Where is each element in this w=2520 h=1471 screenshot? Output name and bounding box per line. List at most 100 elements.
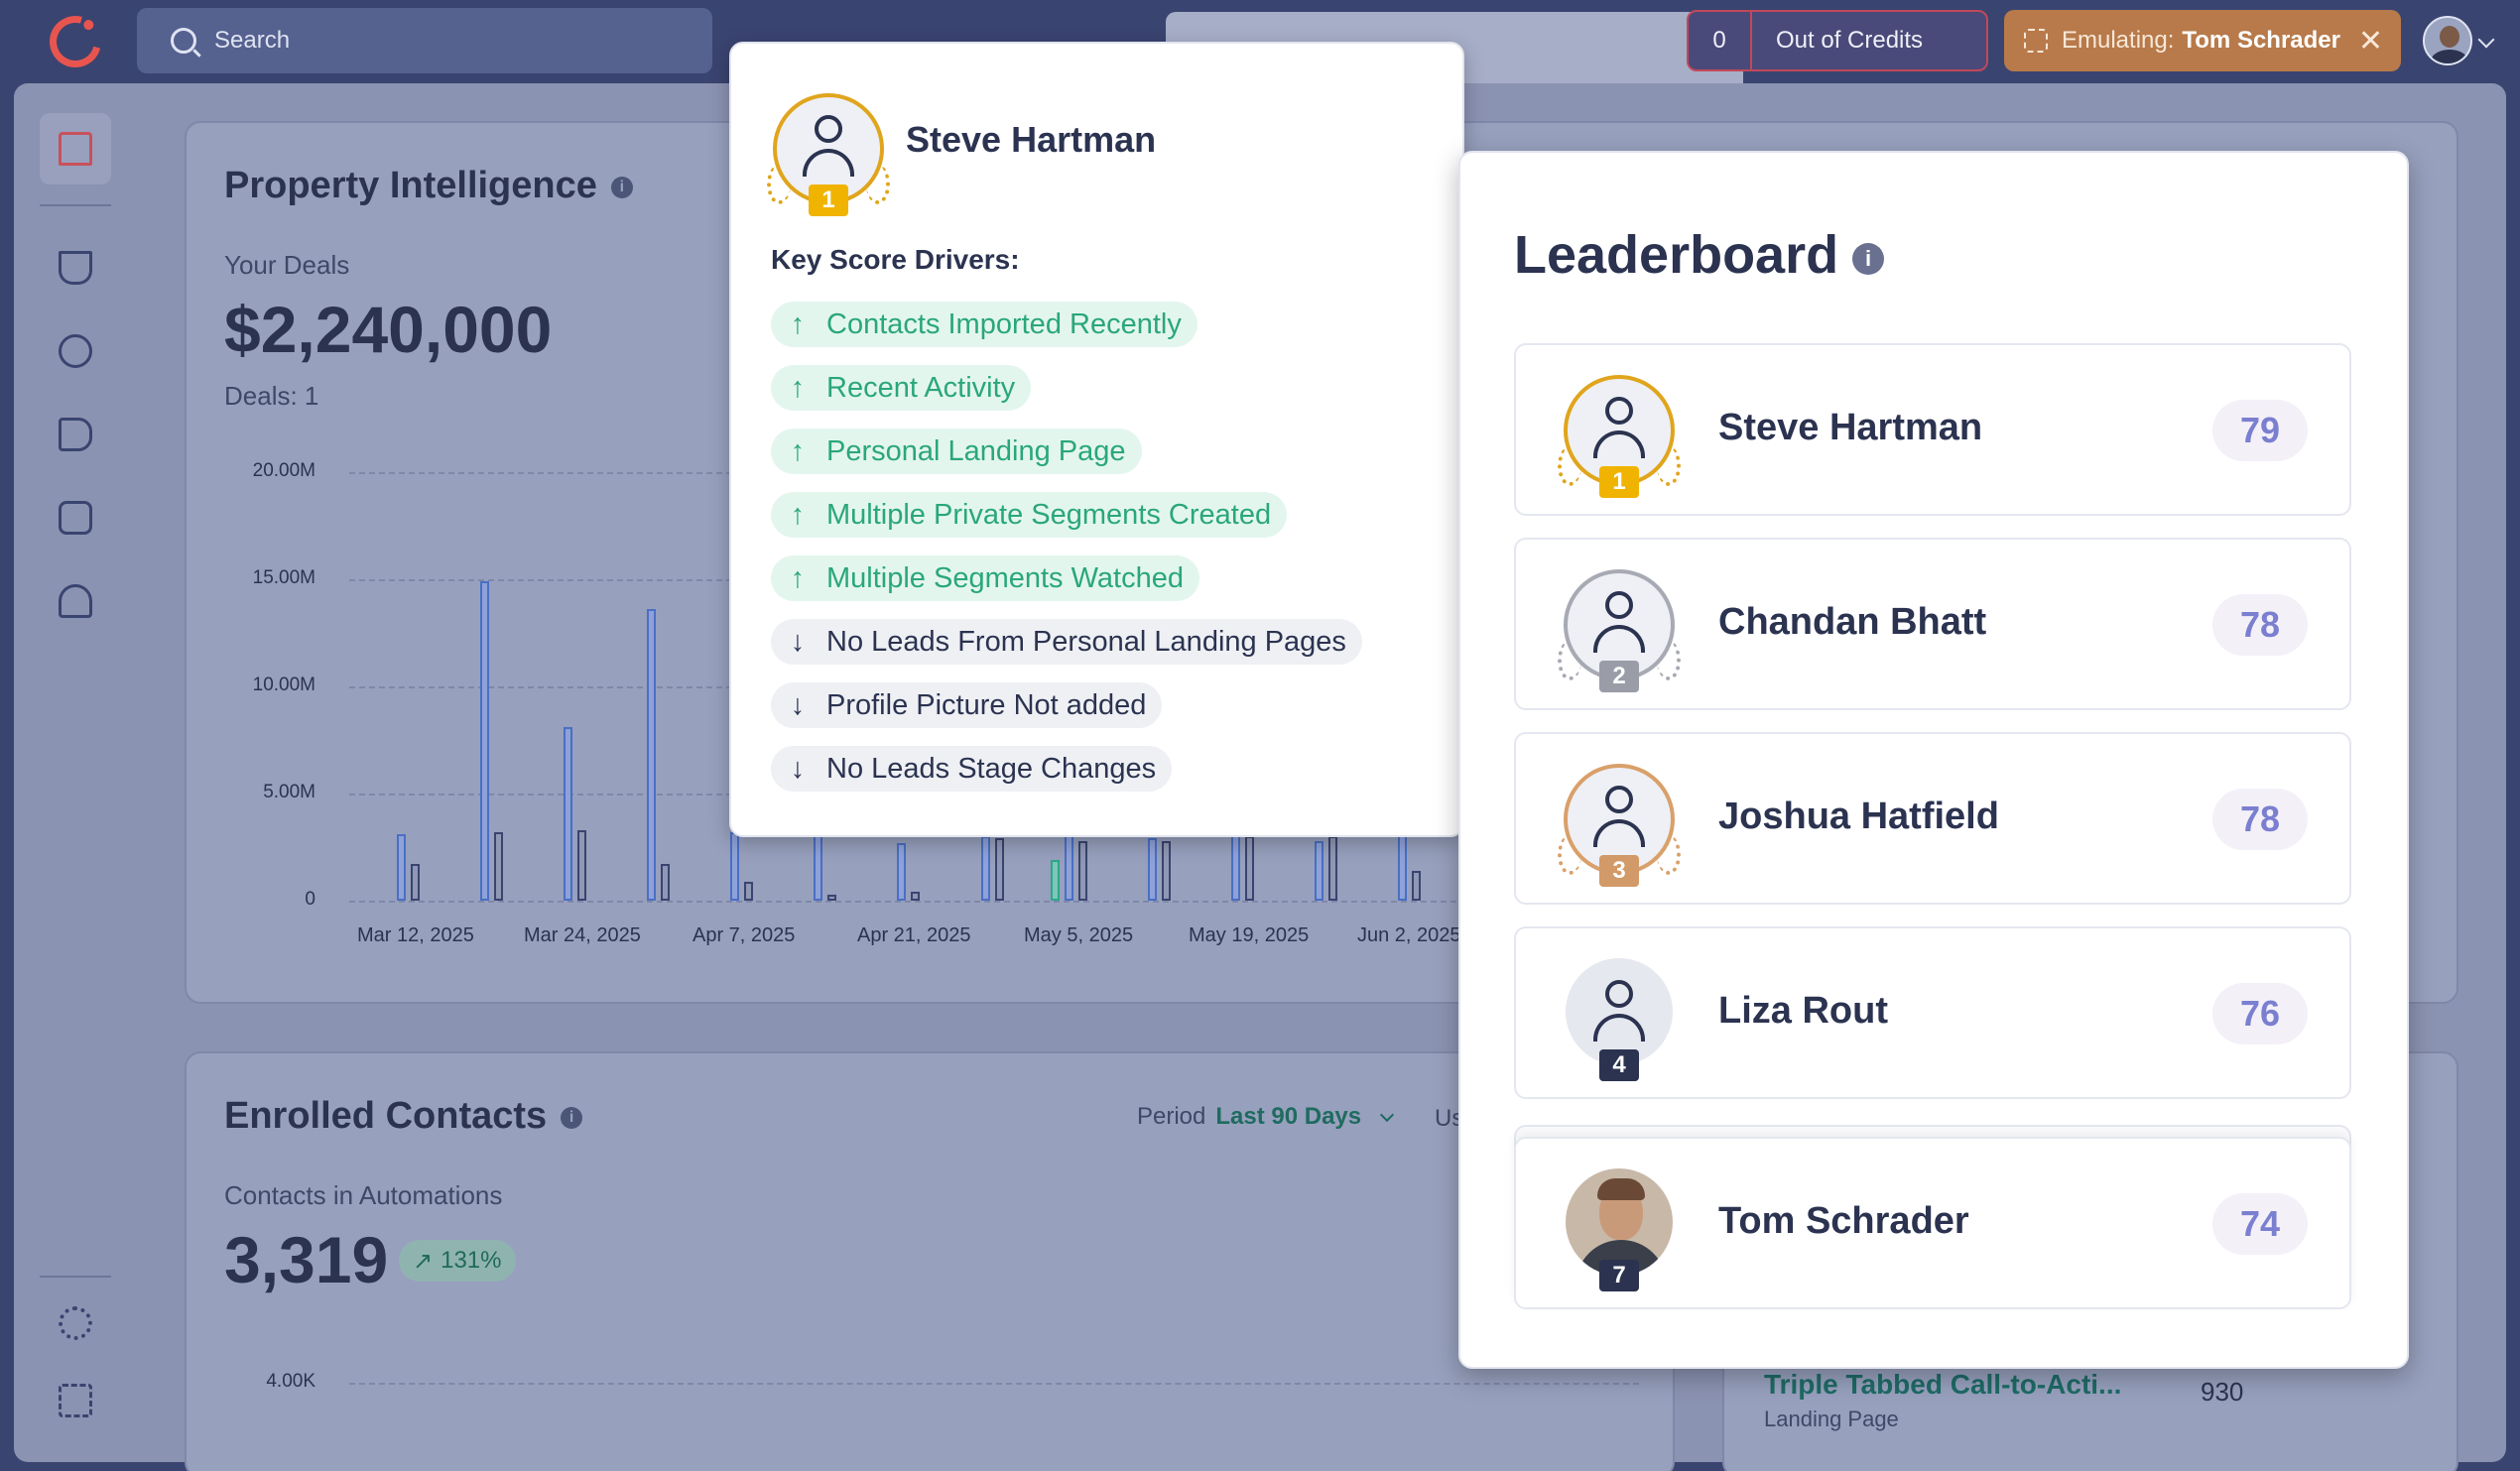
chart-bar[interactable]	[897, 842, 907, 901]
credits-button[interactable]: 0 Out of Credits	[1687, 10, 1988, 71]
info-icon[interactable]: i	[561, 1106, 583, 1129]
info-icon[interactable]: i	[1852, 242, 1885, 275]
y-tick: 4.00K	[266, 1371, 315, 1392]
nav-funnel[interactable]	[40, 232, 111, 304]
arrow-down-icon: ↓	[790, 625, 806, 658]
chart-bar[interactable]	[744, 881, 754, 901]
apps-icon	[59, 1384, 92, 1417]
gridline	[349, 1383, 1639, 1385]
chart-bar[interactable]	[1327, 836, 1337, 901]
user-photo-avatar: 7	[1558, 1165, 1681, 1291]
emulate-icon	[2024, 29, 2048, 53]
leaderboard-name: Liza Rout	[1718, 990, 1888, 1032]
search-input[interactable]: Search	[137, 8, 712, 73]
chevron-down-icon[interactable]	[2477, 31, 2495, 49]
y-tick: 10.00M	[252, 674, 315, 695]
chart-bar[interactable]	[577, 829, 587, 901]
chart-bar[interactable]	[411, 864, 420, 901]
chart-bar[interactable]	[911, 892, 921, 901]
deals-value: $2,240,000	[224, 293, 553, 366]
laurel-icon	[1657, 835, 1681, 875]
workflow-icon	[59, 584, 92, 618]
info-icon[interactable]: i	[610, 176, 633, 198]
growth-value: 131%	[441, 1247, 502, 1274]
driver-negative: ↓ Profile Picture Not added	[771, 682, 1163, 728]
chart-bar[interactable]	[1230, 831, 1240, 901]
y-tick: 15.00M	[252, 567, 315, 588]
enrolled-contacts-card: Enrolled Contacts i Period Last 90 Days Us…	[185, 1051, 1675, 1471]
side-nav	[14, 83, 137, 1462]
laurel-icon	[1657, 641, 1681, 680]
rank-badge: 2	[1599, 661, 1639, 692]
close-icon[interactable]: ✕	[2357, 24, 2383, 58]
asset-title[interactable]: Triple Tabbed Call-to-Acti...	[1764, 1369, 2122, 1400]
chart-bar[interactable]	[980, 836, 990, 901]
enrolled-title: Enrolled Contacts i	[224, 1095, 583, 1138]
leaderboard-row-current-user[interactable]: 7 Tom Schrader 74	[1514, 1137, 2351, 1309]
property-title: Property Intelligence i	[224, 165, 633, 207]
laurel-icon	[1558, 835, 1581, 875]
gridline	[349, 901, 1575, 903]
laurel-icon	[1558, 641, 1581, 680]
user-avatar[interactable]	[2423, 16, 2472, 65]
chart-bar[interactable]	[494, 831, 504, 901]
period-selector[interactable]: Period Last 90 Days	[1137, 1103, 1394, 1131]
leaderboard-row[interactable]: 3 Joshua Hatfield 78	[1514, 732, 2351, 905]
nav-contacts[interactable]	[40, 315, 111, 387]
credits-count: 0	[1689, 12, 1752, 69]
chart-bar[interactable]	[480, 581, 490, 901]
leaderboard-panel: Leaderboard i 1 Steve Hartman 79 2 Chanda…	[1458, 151, 2409, 1369]
arrow-up-icon: ↑	[790, 498, 806, 531]
bronze-medal-avatar: 3	[1558, 760, 1681, 887]
chart-bar[interactable]	[661, 864, 671, 901]
nav-reports[interactable]	[40, 482, 111, 553]
chart-bar[interactable]	[1064, 834, 1073, 901]
chart-bar[interactable]	[564, 727, 573, 901]
chart-bar[interactable]	[827, 894, 837, 901]
silver-medal-avatar: 2	[1558, 565, 1681, 692]
growth-badge: ↗ 131%	[399, 1240, 516, 1282]
search-icon	[171, 28, 196, 54]
nav-automations[interactable]	[40, 565, 111, 637]
score-badge: 76	[2212, 983, 2308, 1044]
rank-badge: 1	[1599, 466, 1639, 498]
trend-up-icon: ↗	[413, 1247, 434, 1275]
emulating-badge[interactable]: Emulating: Tom Schrader ✕	[2004, 10, 2401, 71]
leaderboard-name: Joshua Hatfield	[1718, 796, 1999, 837]
leaderboard-row[interactable]: 1 Steve Hartman 79	[1514, 343, 2351, 516]
chart-bar[interactable]	[647, 609, 657, 901]
chart-bar[interactable]	[1077, 840, 1087, 901]
app-logo[interactable]	[40, 6, 111, 77]
emulating-name: Tom Schrader	[2182, 27, 2340, 54]
chart-bar-highlight[interactable]	[1050, 859, 1060, 901]
nav-divider	[40, 204, 111, 206]
arrow-down-icon: ↓	[790, 688, 806, 721]
contacts-value: 3,319	[224, 1223, 389, 1296]
driver-positive: ↑ Multiple Private Segments Created	[771, 492, 1288, 538]
nav-divider	[40, 1276, 111, 1278]
chart-bar[interactable]	[1397, 834, 1407, 901]
x-tick: Apr 21, 2025	[857, 924, 971, 946]
nav-settings[interactable]	[40, 1287, 111, 1359]
nav-home[interactable]	[40, 113, 111, 184]
chart-bar[interactable]	[730, 831, 740, 901]
score-drivers-popover: 1 Steve Hartman Key Score Drivers: ↑ Cont…	[729, 42, 1464, 837]
chart-bar[interactable]	[1314, 840, 1323, 901]
period-label: Period	[1137, 1103, 1206, 1130]
leaderboard-row[interactable]: 4 Liza Rout 76	[1514, 926, 2351, 1099]
x-tick: Apr 7, 2025	[693, 924, 796, 946]
chart-bar[interactable]	[1244, 836, 1254, 901]
chart-bar[interactable]	[1411, 870, 1421, 901]
chart-bar[interactable]	[994, 838, 1004, 901]
leaderboard-row[interactable]: 2 Chandan Bhatt 78	[1514, 538, 2351, 710]
arrow-up-icon: ↑	[790, 561, 806, 594]
arrow-up-icon: ↑	[790, 307, 806, 340]
nav-apps[interactable]	[40, 1365, 111, 1436]
chart-bar[interactable]	[1147, 838, 1157, 901]
gold-medal-avatar: 1	[767, 89, 890, 216]
driver-label: Personal Landing Page	[826, 434, 1126, 467]
chart-bar[interactable]	[397, 834, 406, 901]
chart-bar[interactable]	[1161, 840, 1171, 901]
nav-marketing[interactable]	[40, 399, 111, 470]
chart-bar[interactable]	[814, 827, 823, 901]
